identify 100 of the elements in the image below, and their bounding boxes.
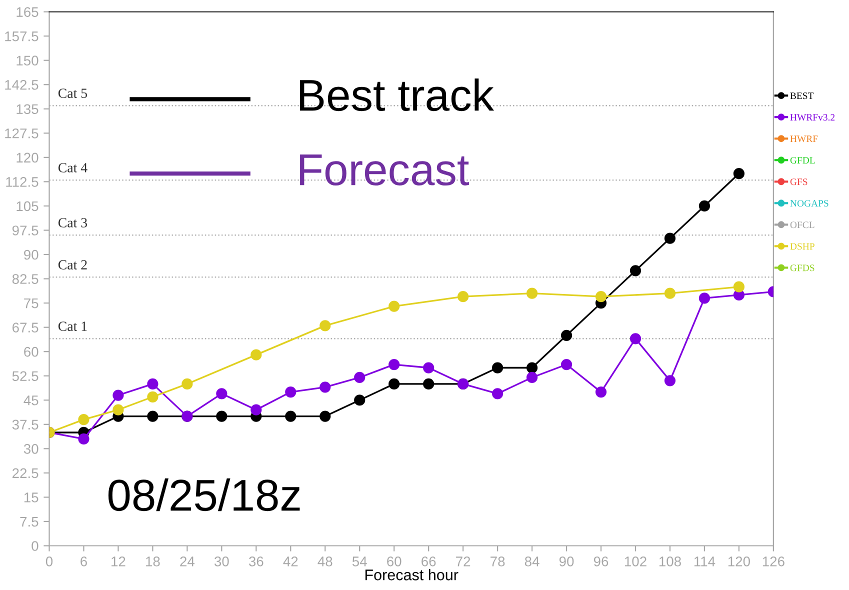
point [112, 404, 124, 416]
x-tick-label: 78 [490, 556, 505, 566]
y-tick-label: 82.5 [12, 274, 38, 284]
legend-label: NOGAPS [790, 200, 828, 207]
y-tick-label: 0 [32, 541, 38, 551]
point [630, 333, 642, 344]
y-tick-label: 165 [16, 7, 38, 17]
point [388, 358, 400, 370]
point [216, 410, 228, 422]
point [423, 362, 434, 374]
y-tick-label: 135 [16, 104, 38, 114]
ref-line-label: Cat 1 [58, 322, 87, 331]
x-tick-label: 12 [112, 556, 126, 566]
ref-line-label: Cat 5 [58, 88, 88, 98]
legend-label: HWRF [790, 136, 818, 142]
point [285, 386, 296, 398]
y-tick-label: 22.5 [12, 468, 38, 478]
x-tick-label: 60 [387, 556, 402, 566]
x-tick-label: 48 [318, 556, 332, 566]
x-tick-label: 90 [559, 556, 574, 566]
point [250, 349, 262, 360]
point [147, 391, 158, 402]
point [595, 386, 607, 398]
point [354, 394, 366, 406]
point [320, 410, 331, 422]
y-tick-label: 45 [24, 396, 38, 406]
y-tick-label: 120 [16, 152, 38, 163]
point [526, 288, 538, 299]
point [492, 362, 504, 374]
point [320, 382, 331, 393]
y-tick-label: 127.5 [5, 128, 38, 138]
y-tick-label: 15 [24, 492, 38, 502]
legend-label: DSHP [790, 243, 814, 250]
x-tick-label: 102 [624, 556, 646, 566]
point [526, 372, 538, 384]
point [560, 358, 572, 370]
y-tick-label: 142.5 [5, 80, 38, 90]
x-tick-label: 18 [146, 556, 160, 566]
x-tick-label: 54 [352, 556, 367, 566]
point [698, 292, 710, 304]
y-tick-label: 52.5 [12, 371, 38, 382]
legend-label: BEST [790, 92, 814, 100]
y-tick-label: 90 [24, 250, 38, 260]
point [664, 232, 676, 244]
legend-label: GFDL [790, 157, 815, 164]
x-tick-label: 36 [248, 556, 264, 566]
point [250, 404, 262, 416]
y-tick-label: 30 [24, 444, 38, 454]
point [388, 378, 400, 390]
point [423, 378, 434, 390]
x-axis-title: Forecast hour [365, 569, 458, 580]
x-tick-label: 120 [728, 556, 750, 566]
y-tick-label: 37.5 [12, 420, 38, 430]
y-tick-label: 157.5 [5, 32, 38, 42]
point [560, 330, 572, 341]
x-tick-label: 42 [283, 556, 298, 566]
point [320, 320, 331, 332]
x-tick-label: 108 [659, 556, 681, 566]
annotation: Best track [300, 78, 494, 112]
point [182, 378, 193, 390]
x-tick-label: 84 [524, 556, 540, 566]
x-tick-label: 6 [80, 556, 87, 566]
y-tick-label: 112.5 [6, 177, 38, 187]
y-tick-label: 105 [16, 201, 38, 212]
y-tick-label: 150 [16, 56, 38, 66]
x-tick-label: 72 [456, 556, 470, 566]
point [78, 414, 90, 426]
point [388, 300, 400, 312]
point [78, 433, 90, 445]
point [733, 168, 745, 180]
y-tick-label: 60 [24, 346, 38, 357]
annotation: Forecast [300, 154, 469, 186]
point [112, 390, 124, 401]
x-tick-label: 96 [594, 556, 608, 566]
legend-label: HWRFv3.2 [790, 114, 835, 121]
point [147, 410, 158, 422]
point [595, 291, 607, 302]
ref-line-label: Cat 4 [58, 163, 88, 172]
ref-line-label: Cat 3 [58, 218, 88, 228]
y-tick-label: 67.5 [12, 322, 38, 332]
point [698, 200, 710, 212]
x-tick-label: 24 [180, 556, 195, 566]
y-tick-label: 75 [24, 298, 38, 308]
point [664, 288, 676, 299]
point [216, 388, 228, 400]
point [492, 388, 504, 400]
point [354, 372, 366, 384]
point [147, 378, 158, 390]
x-tick-label: 114 [694, 556, 716, 566]
x-tick-label: 66 [422, 556, 436, 566]
point [285, 410, 296, 422]
legend-label: OFCL [790, 222, 814, 228]
ref-line-label: Cat 2 [58, 260, 87, 270]
point [458, 291, 469, 302]
x-tick-label: 126 [762, 556, 784, 566]
y-tick-label: 97.5 [12, 226, 38, 236]
point [664, 375, 676, 386]
x-tick-label: 30 [214, 556, 229, 566]
y-tick-label: 7.5 [20, 516, 38, 527]
annotation: 08/25/18z [108, 478, 300, 512]
